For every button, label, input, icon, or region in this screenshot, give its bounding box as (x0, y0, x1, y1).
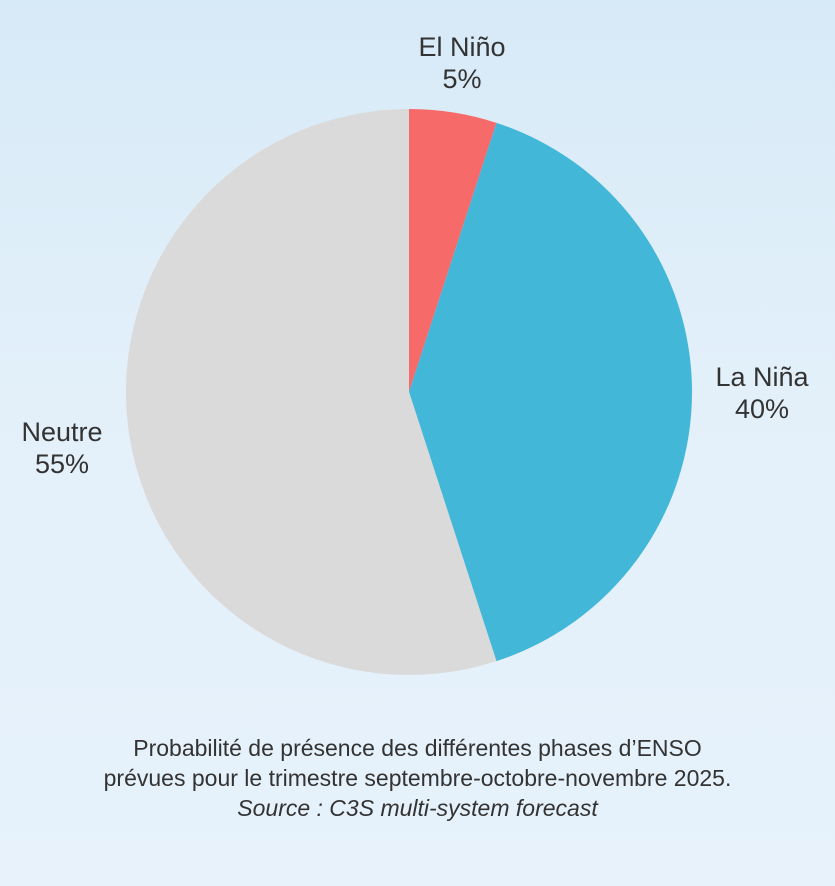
caption-source: Source : C3S multi-system forecast (237, 795, 598, 821)
slice-label-name: El Niño (418, 32, 505, 62)
slice-label-value: 5% (442, 64, 481, 94)
pie-slice-el-ni-o (409, 109, 497, 392)
pie-slice-neutre (126, 109, 497, 676)
slice-label-name: Neutre (21, 417, 102, 447)
slice-label-name: La Niña (715, 362, 809, 392)
caption-line-2: prévues pour le trimestre septembre-octo… (103, 765, 732, 791)
chart-caption: Probabilité de présence des différentes … (0, 733, 835, 823)
pie-slices (126, 109, 693, 676)
caption-line-1: Probabilité de présence des différentes … (133, 735, 702, 761)
slice-label-value: 40% (735, 394, 789, 424)
slice-label-value: 55% (35, 449, 89, 479)
pie-slice-la-ni-a (409, 122, 693, 662)
